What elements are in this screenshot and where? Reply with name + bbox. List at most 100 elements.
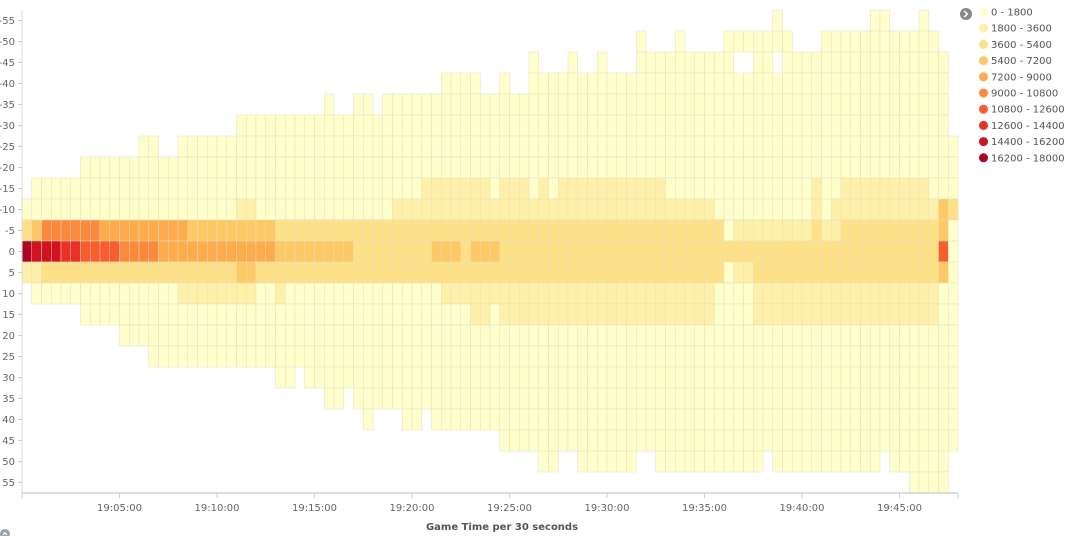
heatmap-cell[interactable] xyxy=(187,345,198,368)
heatmap-cell[interactable] xyxy=(909,282,920,305)
heatmap-cell[interactable] xyxy=(831,408,842,431)
heatmap-cell[interactable] xyxy=(889,198,900,221)
heatmap-cell[interactable] xyxy=(645,219,656,242)
heatmap-cell[interactable] xyxy=(801,408,812,431)
heatmap-cell[interactable] xyxy=(60,198,71,221)
heatmap-cell[interactable] xyxy=(899,366,910,389)
heatmap-cell[interactable] xyxy=(265,261,276,284)
heatmap-cell[interactable] xyxy=(792,93,803,116)
legend-swatch[interactable] xyxy=(979,72,988,82)
heatmap-cell[interactable] xyxy=(694,177,705,200)
heatmap-cell[interactable] xyxy=(519,156,530,179)
heatmap-cell[interactable] xyxy=(889,30,900,53)
heatmap-cell[interactable] xyxy=(938,51,949,74)
heatmap-cell[interactable] xyxy=(616,366,627,389)
heatmap-cell[interactable] xyxy=(821,219,832,242)
heatmap-cell[interactable] xyxy=(528,303,539,326)
heatmap-cell[interactable] xyxy=(762,345,773,368)
heatmap-cell[interactable] xyxy=(324,135,335,158)
heatmap-cell[interactable] xyxy=(733,303,744,326)
heatmap-cell[interactable] xyxy=(255,282,266,305)
heatmap-cell[interactable] xyxy=(587,345,598,368)
heatmap-cell[interactable] xyxy=(402,114,413,137)
heatmap-cell[interactable] xyxy=(840,240,851,263)
heatmap-cell[interactable] xyxy=(587,303,598,326)
heatmap-cell[interactable] xyxy=(402,240,413,263)
heatmap-cell[interactable] xyxy=(918,261,929,284)
heatmap-cell[interactable] xyxy=(597,219,608,242)
heatmap-cell[interactable] xyxy=(684,324,695,347)
heatmap-cell[interactable] xyxy=(645,408,656,431)
heatmap-cell[interactable] xyxy=(694,429,705,452)
heatmap-cell[interactable] xyxy=(948,261,959,284)
heatmap-cell[interactable] xyxy=(606,429,617,452)
heatmap-cell[interactable] xyxy=(801,240,812,263)
heatmap-cell[interactable] xyxy=(821,93,832,116)
heatmap-cell[interactable] xyxy=(148,240,159,263)
heatmap-cell[interactable] xyxy=(831,114,842,137)
heatmap-cell[interactable] xyxy=(606,114,617,137)
heatmap-cell[interactable] xyxy=(675,114,686,137)
heatmap-cell[interactable] xyxy=(382,114,393,137)
heatmap-cell[interactable] xyxy=(99,219,110,242)
heatmap-cell[interactable] xyxy=(733,366,744,389)
heatmap-cell[interactable] xyxy=(831,261,842,284)
heatmap-cell[interactable] xyxy=(860,219,871,242)
heatmap-cell[interactable] xyxy=(948,219,959,242)
heatmap-cell[interactable] xyxy=(714,156,725,179)
heatmap-cell[interactable] xyxy=(918,219,929,242)
heatmap-cell[interactable] xyxy=(587,198,598,221)
heatmap-cell[interactable] xyxy=(792,324,803,347)
legend-item[interactable]: 1800 - 3600 xyxy=(979,23,1052,35)
heatmap-cell[interactable] xyxy=(597,114,608,137)
heatmap-cell[interactable] xyxy=(860,282,871,305)
heatmap-cell[interactable] xyxy=(840,282,851,305)
heatmap-cell[interactable] xyxy=(509,177,520,200)
heatmap-cell[interactable] xyxy=(460,177,471,200)
legend-label[interactable]: 9000 - 10800 xyxy=(991,89,1058,100)
heatmap-cell[interactable] xyxy=(831,198,842,221)
heatmap-cell[interactable] xyxy=(265,345,276,368)
heatmap-cell[interactable] xyxy=(70,282,81,305)
heatmap-cell[interactable] xyxy=(762,114,773,137)
heatmap-cell[interactable] xyxy=(109,198,120,221)
heatmap-cell[interactable] xyxy=(753,156,764,179)
heatmap-cell[interactable] xyxy=(548,156,559,179)
heatmap-cell[interactable] xyxy=(879,93,890,116)
heatmap-cell[interactable] xyxy=(402,408,413,431)
heatmap-cell[interactable] xyxy=(723,177,734,200)
heatmap-cell[interactable] xyxy=(948,282,959,305)
heatmap-cell[interactable] xyxy=(519,345,530,368)
heatmap-cell[interactable] xyxy=(655,156,666,179)
heatmap-cell[interactable] xyxy=(421,135,432,158)
heatmap-cell[interactable] xyxy=(606,366,617,389)
heatmap-cell[interactable] xyxy=(850,387,861,410)
heatmap-cell[interactable] xyxy=(909,114,920,137)
heatmap-cell[interactable] xyxy=(343,135,354,158)
heatmap-cell[interactable] xyxy=(285,114,296,137)
heatmap-cell[interactable] xyxy=(226,303,237,326)
heatmap-cell[interactable] xyxy=(285,303,296,326)
heatmap-cell[interactable] xyxy=(275,261,286,284)
heatmap-cell[interactable] xyxy=(470,177,481,200)
heatmap-cell[interactable] xyxy=(538,156,549,179)
heatmap-cell[interactable] xyxy=(938,135,949,158)
heatmap-cell[interactable] xyxy=(382,219,393,242)
heatmap-cell[interactable] xyxy=(392,114,403,137)
heatmap-cell[interactable] xyxy=(577,303,588,326)
legend-swatch[interactable] xyxy=(979,104,988,114)
heatmap-cell[interactable] xyxy=(285,366,296,389)
heatmap-cell[interactable] xyxy=(324,177,335,200)
heatmap-cell[interactable] xyxy=(168,261,179,284)
heatmap-cell[interactable] xyxy=(294,114,305,137)
heatmap-cell[interactable] xyxy=(655,429,666,452)
heatmap-cell[interactable] xyxy=(528,177,539,200)
heatmap-cell[interactable] xyxy=(480,366,491,389)
heatmap-cell[interactable] xyxy=(879,408,890,431)
heatmap-cell[interactable] xyxy=(441,366,452,389)
heatmap-cell[interactable] xyxy=(714,303,725,326)
heatmap-cell[interactable] xyxy=(879,30,890,53)
heatmap-cell[interactable] xyxy=(294,198,305,221)
heatmap-cell[interactable] xyxy=(821,324,832,347)
heatmap-cell[interactable] xyxy=(460,345,471,368)
